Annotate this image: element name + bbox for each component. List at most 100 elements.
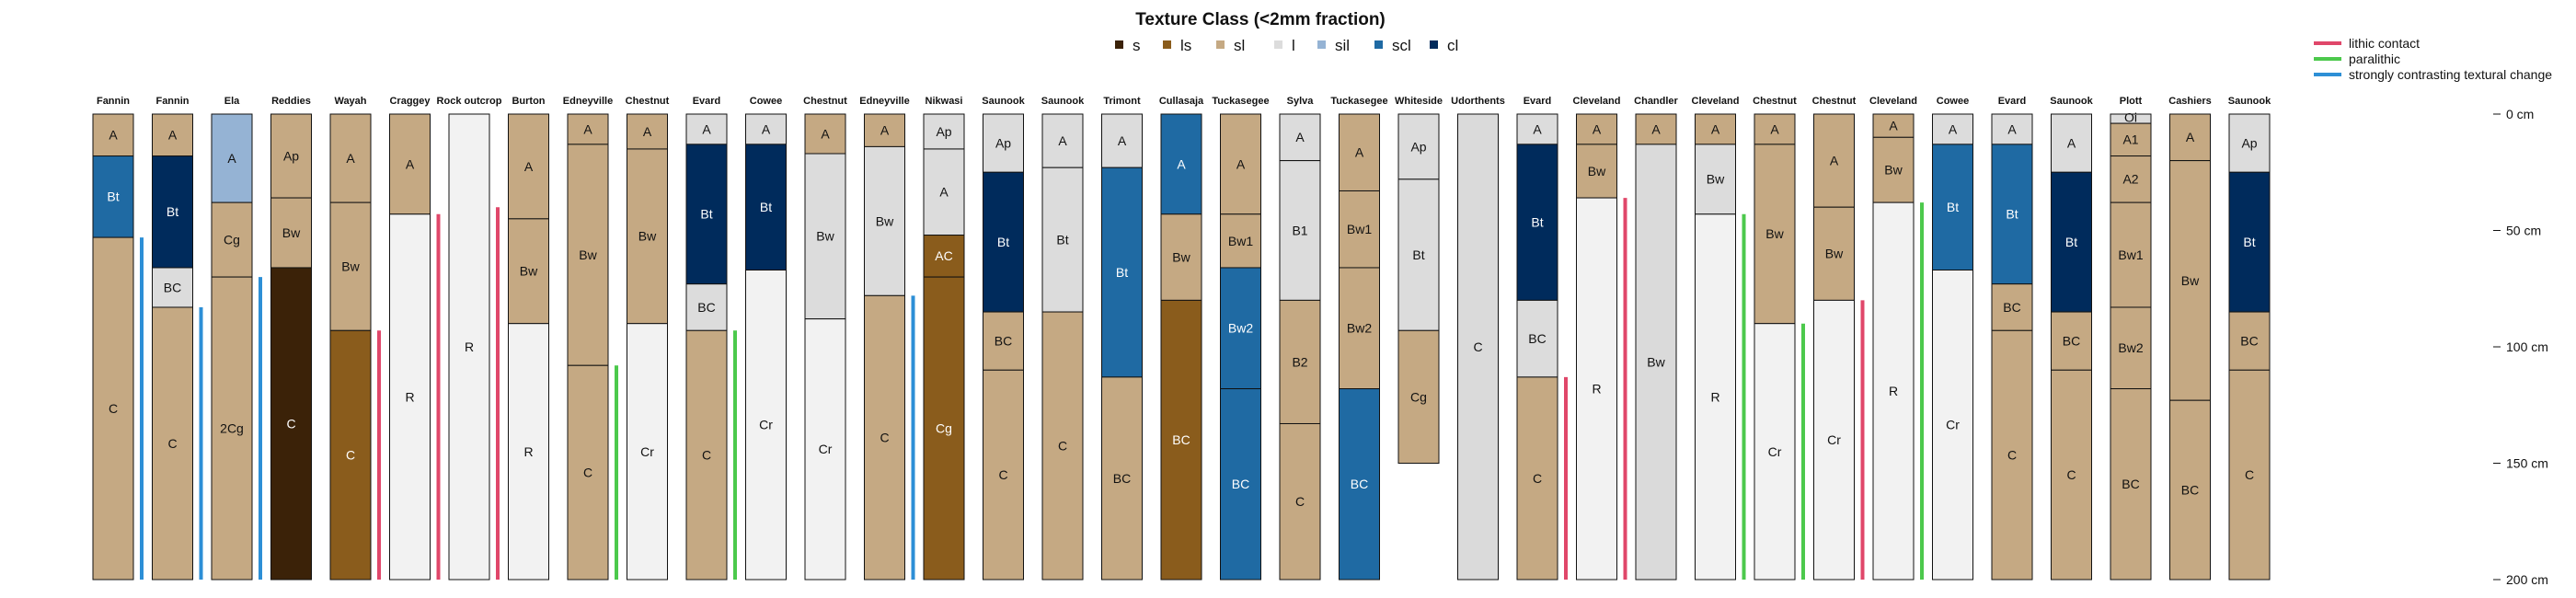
horizon-label: Bw2 — [2118, 340, 2143, 355]
legend-label-sl: sl — [1234, 37, 1245, 54]
horizon-label: A — [524, 159, 534, 174]
horizon-bc — [1160, 299, 1202, 581]
profile-name: Fannin — [97, 96, 130, 107]
legend-swatch-sil — [1317, 40, 1326, 49]
profile-name: Ela — [224, 96, 240, 107]
profile-name: Plott — [2120, 96, 2143, 107]
horizon-bw1 — [2110, 201, 2152, 308]
profile-14: Nikwasi Ap A AC Cg — [923, 96, 965, 581]
horizon-b2 — [1279, 299, 1321, 424]
horizon-label: BC — [1351, 477, 1368, 491]
horizon-label: A — [643, 124, 652, 139]
horizon-bc — [1516, 299, 1558, 378]
profile-13: Edneyville A Bw C — [859, 96, 915, 581]
horizon-label: A — [2007, 121, 2017, 136]
horizon-bc — [1991, 283, 2033, 331]
horizon-label: BC — [2063, 334, 2080, 349]
horizon-label: R — [1592, 381, 1601, 396]
legend-label-scl: scl — [1392, 37, 1411, 54]
horizon-label: Bt — [1947, 200, 1959, 214]
horizon-label: Cr — [759, 418, 773, 432]
profile-name: Evard — [1524, 96, 1552, 107]
horizon-label: Bw — [1647, 354, 1665, 369]
horizon-label: R — [1710, 389, 1719, 404]
horizon-label: C — [109, 401, 118, 416]
horizon-cg — [1397, 329, 1440, 465]
horizon-bw — [864, 145, 905, 296]
horizon-a — [2051, 113, 2092, 173]
profile-name: Tuckasegee — [1330, 96, 1387, 107]
horizon-label: Bt — [997, 235, 1009, 249]
horizon-bc — [983, 311, 1024, 371]
horizon-r — [1872, 201, 1915, 581]
horizon-c — [983, 369, 1024, 581]
profile-24: Evard A Bt BC C — [1516, 96, 1568, 581]
horizon-a — [1101, 113, 1143, 168]
horizon-label: Ap — [936, 124, 951, 139]
horizon-bw — [1754, 144, 1796, 325]
horizon-label: BC — [697, 300, 715, 315]
horizon-bw — [508, 218, 549, 325]
horizon-bw2 — [1339, 267, 1380, 390]
profile-name: Chestnut — [1753, 96, 1797, 107]
horizon-label: C — [286, 416, 295, 431]
profile-5: Craggey A R — [389, 96, 441, 581]
horizon-label: Bt — [760, 200, 772, 214]
horizon-bc — [2228, 311, 2271, 371]
profile-name: Evard — [693, 96, 721, 107]
horizon-label: C — [2245, 467, 2254, 482]
horizon-label: A — [1295, 130, 1305, 144]
horizon-r — [508, 323, 549, 581]
horizon-c — [567, 364, 609, 581]
profile-20: Sylva A B1 B2 C — [1279, 96, 1321, 581]
horizon-a — [1339, 113, 1380, 191]
horizon-ap — [923, 113, 965, 150]
horizon-label: A — [1830, 154, 1839, 168]
horizon-label: A — [1533, 121, 1542, 136]
horizon-label: Bw — [1765, 226, 1784, 241]
profile-name: Cullasaja — [1159, 96, 1204, 107]
horizon-label: C — [1295, 494, 1305, 509]
horizon-label: A — [1593, 121, 1602, 136]
horizon-label: BC — [995, 334, 1012, 349]
horizon-cr — [1932, 270, 1973, 581]
axis-tick-label: 100 cm — [2506, 339, 2548, 354]
legend-swatch-ls — [1163, 40, 1171, 49]
horizon-a — [685, 113, 728, 145]
horizon-bw — [270, 197, 312, 269]
horizon-bt — [1932, 144, 1973, 271]
horizon-label: BC — [2240, 334, 2258, 349]
horizon-label: A — [406, 156, 415, 171]
profile-19: Tuckasegee A Bw1 Bw2 BC — [1212, 96, 1270, 581]
horizon-label: A — [227, 151, 236, 166]
horizon-label: Cr — [1768, 444, 1782, 459]
horizon-label: B2 — [1292, 354, 1307, 369]
horizon-label: C — [346, 448, 355, 463]
legend-swatch-cl — [1430, 40, 1438, 49]
profile-name: Cleveland — [1869, 96, 1917, 107]
horizon-a — [1635, 113, 1677, 145]
horizon-label: Bt — [167, 204, 178, 219]
horizon-a1 — [2110, 122, 2152, 157]
profile-name: Saunook — [2050, 96, 2093, 107]
horizon-a2 — [2110, 155, 2152, 203]
profile-name: Chestnut — [626, 96, 670, 107]
horizon-label: C — [2066, 467, 2076, 482]
legend-label-ls: ls — [1180, 37, 1191, 54]
horizon-c — [1516, 376, 1558, 581]
horizon-c — [2051, 369, 2092, 581]
horizon-label: Bt — [700, 207, 712, 222]
profile-name: Edneyville — [563, 96, 613, 107]
horizon-a — [1516, 113, 1558, 145]
profile-name: Sylva — [1287, 96, 1315, 107]
profile-22: Whiteside Ap Bt Cg — [1395, 96, 1443, 465]
horizon-c — [1991, 329, 2033, 581]
profile-16: Saunook A Bt C — [1041, 96, 1085, 581]
horizon-label: BC — [1113, 471, 1131, 486]
horizon-bt — [1397, 178, 1440, 331]
horizon-label: Ap — [1410, 139, 1426, 154]
horizon-c — [329, 329, 372, 581]
horizon-a — [329, 113, 372, 203]
horizon-a — [1279, 113, 1321, 162]
